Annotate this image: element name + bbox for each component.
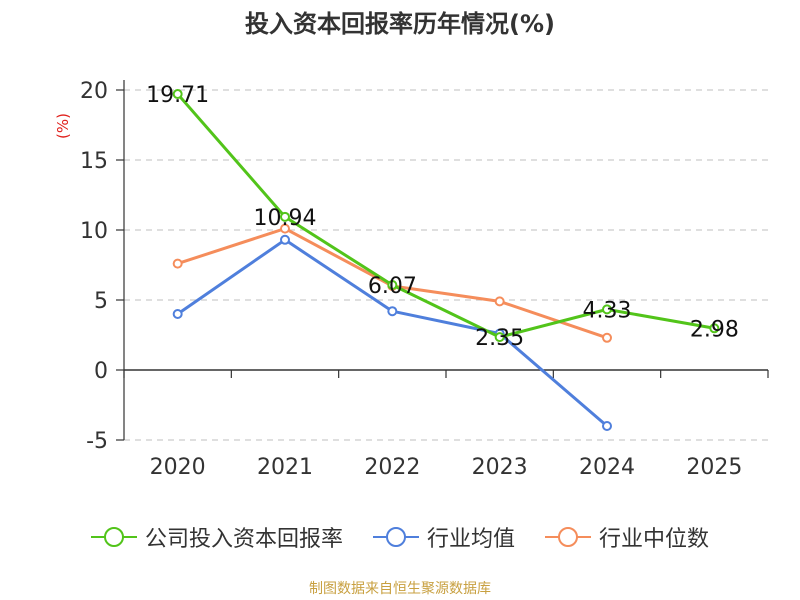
data-point-2 — [280, 223, 290, 234]
legend-label-company: 公司投入资本回报率 — [144, 527, 343, 552]
series-line-0 — [176, 93, 715, 339]
data-point-1 — [280, 234, 290, 245]
data-label: 2.35 — [475, 326, 524, 351]
x-tick-label: 2025 — [686, 455, 742, 480]
legend-label-industry-median: 行业中位数 — [599, 527, 710, 552]
legend-item-company[interactable]: 公司投入资本回报率 — [90, 521, 343, 553]
data-point-0 — [387, 280, 398, 291]
y-tick-label: 20 — [80, 79, 108, 104]
data-point-2 — [494, 296, 505, 307]
data-point-0 — [280, 211, 290, 222]
data-label: 6.07 — [368, 274, 417, 299]
data-label: 10.94 — [254, 206, 317, 231]
y-tick-label: 15 — [80, 149, 108, 174]
data-point-1 — [602, 421, 612, 431]
y-axis-label: (%) — [54, 113, 72, 139]
legend-item-industry-median[interactable]: 行业中位数 — [545, 521, 709, 553]
y-tick-label: -5 — [86, 429, 108, 454]
legend-swatch-industry-mean — [372, 527, 419, 547]
legend-swatch-company — [90, 527, 137, 547]
x-tick-label: 2021 — [257, 455, 313, 480]
x-tick-label: 2023 — [472, 455, 528, 480]
data-point-0 — [494, 332, 505, 343]
chart-title: 投入资本回报率历年情况(%) — [245, 10, 555, 38]
data-point-2 — [172, 258, 183, 269]
y-tick-label: 5 — [94, 289, 108, 314]
source-note: 制图数据来自恒生聚源数据库 — [309, 581, 491, 597]
legend-swatch-industry-median — [545, 527, 591, 547]
series-line-1 — [176, 238, 608, 428]
x-tick-label: 2022 — [364, 455, 420, 480]
data-label: 2.98 — [690, 317, 739, 342]
data-point-0 — [602, 304, 612, 315]
data-label: 4.33 — [583, 298, 632, 323]
data-point-2 — [602, 332, 612, 343]
legend-label-industry-mean: 行业均值 — [426, 527, 515, 552]
legend-item-industry-mean[interactable]: 行业均值 — [372, 521, 515, 553]
data-point-0 — [709, 323, 720, 334]
chart-legend: 公司投入资本回报率 行业均值 行业中位数 — [0, 520, 800, 554]
data-point-1 — [387, 306, 398, 317]
y-tick-label: 10 — [80, 219, 108, 244]
data-label: 19.71 — [146, 83, 209, 108]
data-point-1 — [172, 309, 183, 319]
x-tick-label: 2024 — [579, 455, 635, 480]
x-tick-label: 2020 — [150, 455, 206, 480]
data-point-0 — [172, 89, 183, 100]
y-tick-label: 0 — [94, 359, 108, 384]
